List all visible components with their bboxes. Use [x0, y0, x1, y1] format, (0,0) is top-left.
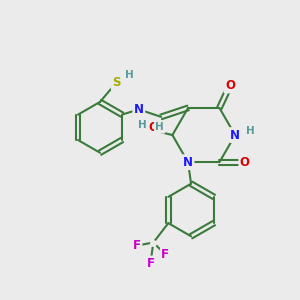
Text: O: O	[148, 121, 159, 134]
Text: O: O	[225, 79, 235, 92]
Text: F: F	[146, 257, 154, 270]
Text: N: N	[134, 103, 144, 116]
Text: S: S	[112, 76, 121, 89]
Text: N: N	[183, 156, 193, 169]
Text: H: H	[138, 120, 147, 130]
Text: F: F	[161, 248, 169, 261]
Text: H: H	[155, 122, 164, 132]
Text: N: N	[230, 129, 240, 142]
Text: F: F	[133, 239, 141, 252]
Text: H: H	[125, 70, 134, 80]
Text: H: H	[246, 126, 254, 136]
Text: O: O	[240, 156, 250, 169]
